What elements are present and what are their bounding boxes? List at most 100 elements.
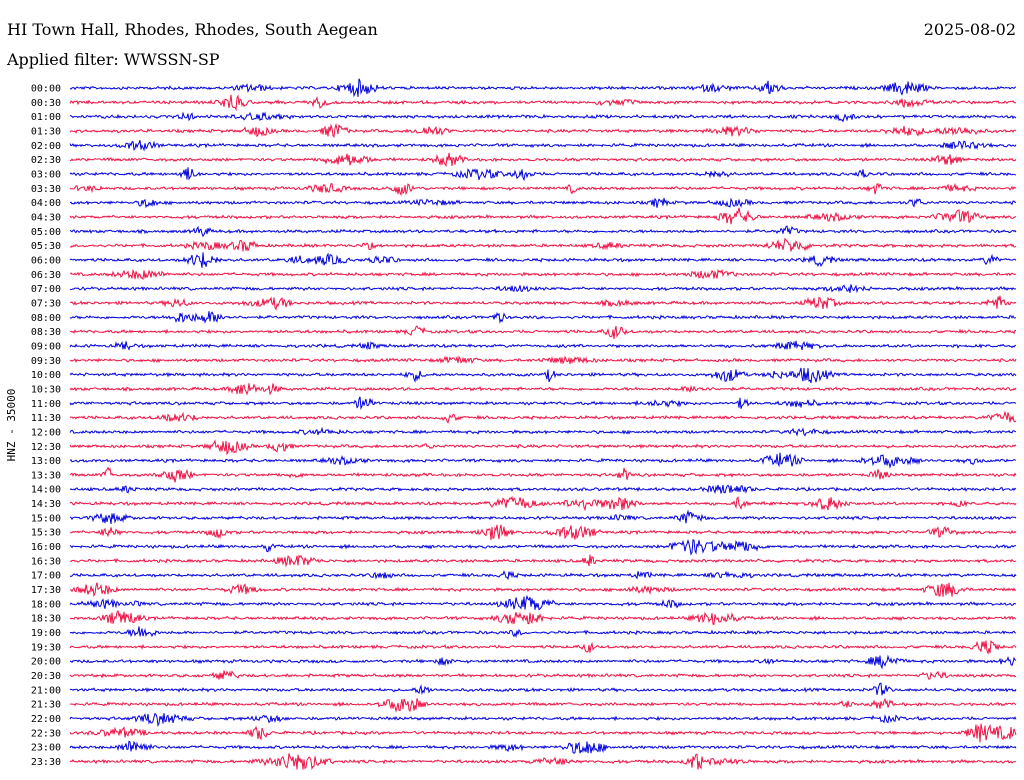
time-tick-label: 11:00 [31,399,61,410]
time-tick-label: 15:00 [31,513,61,524]
trace-line [69,670,1017,680]
trace-line [69,94,1017,112]
trace-line [69,325,1017,340]
trace-line [69,609,1017,625]
time-tick-label: 11:30 [31,413,61,424]
trace-line [69,252,1017,268]
trace-line [69,524,1017,540]
trace-line [69,225,1017,238]
time-tick-label: 18:00 [31,599,61,610]
time-tick-label: 07:30 [31,298,61,309]
trace-line [69,582,1017,598]
time-tick-label: 12:30 [31,442,61,453]
time-tick-label: 05:30 [31,241,61,252]
time-tick-label: 09:30 [31,356,61,367]
time-tick-label: 08:30 [31,327,61,338]
time-tick-label: 17:00 [31,571,61,582]
time-tick-label: 09:00 [31,341,61,352]
trace-line [69,570,1017,581]
time-tick-label: 16:30 [31,556,61,567]
time-tick-label: 06:30 [31,270,61,281]
trace-line [69,712,1017,728]
time-tick-label: 00:30 [31,98,61,109]
time-tick-label: 19:00 [31,628,61,639]
time-tick-label: 20:30 [31,671,61,682]
time-tick-label: 15:30 [31,528,61,539]
trace-line [69,466,1017,483]
trace-line [69,340,1017,351]
time-tick-label: 05:00 [31,227,61,238]
time-tick-label: 13:30 [31,470,61,481]
trace-line [69,78,1017,98]
time-tick-label: 08:00 [31,313,61,324]
time-tick-label: 10:30 [31,384,61,395]
trace-line [69,122,1017,139]
time-tick-label: 00:00 [31,84,61,95]
trace-line [69,311,1017,324]
time-tick-label: 03:00 [31,169,61,180]
time-tick-label: 04:00 [31,198,61,209]
time-tick-label: 17:30 [31,585,61,596]
trace-line [69,367,1017,384]
trace-line [69,484,1017,495]
trace-line [69,237,1017,252]
trace-line [69,396,1017,411]
trace-line [69,654,1017,670]
trace-line [69,182,1017,197]
time-tick-label: 20:00 [31,657,61,668]
trace-line [69,682,1017,696]
time-tick-label: 01:00 [31,112,61,123]
time-tick-label: 18:30 [31,614,61,625]
trace-line [69,439,1017,456]
trace-line [69,268,1017,281]
time-tick-label: 01:30 [31,126,61,137]
trace-line [69,111,1017,123]
trace-line [69,723,1017,743]
time-tick-label: 21:30 [31,700,61,711]
trace-line [69,284,1017,294]
time-tick-label: 14:00 [31,485,61,496]
time-tick-label: 22:30 [31,728,61,739]
trace-line [69,740,1017,754]
trace-line [69,167,1017,182]
filter-label: Applied filter: WWSSN-SP [7,50,220,69]
time-tick-label: 23:00 [31,743,61,754]
trace-line [69,509,1017,525]
trace-line [69,697,1017,713]
trace-rows: 00:00 00:30 01:00 01:30 02:00 02:30 03:00 03:30… [31,78,1017,771]
time-tick-label: 22:00 [31,714,61,725]
time-tick-label: 06:00 [31,255,61,266]
trace-line [69,495,1017,512]
time-tick-label: 19:30 [31,642,61,653]
trace-line [69,639,1017,655]
time-tick-label: 14:30 [31,499,61,510]
trace-line [69,410,1017,424]
time-tick-label: 10:00 [31,370,61,381]
time-tick-label: 02:30 [31,155,61,166]
trace-line [69,383,1017,396]
time-tick-label: 13:00 [31,456,61,467]
trace-line [69,753,1017,771]
trace-line [69,452,1017,469]
trace-line [69,626,1017,639]
trace-line [69,207,1017,225]
trace-line [69,152,1017,168]
y-axis-label: HNZ - 35000 [5,389,18,462]
trace-line [69,139,1017,152]
time-tick-label: 23:30 [31,757,61,768]
trace-line [69,538,1017,556]
trace-line [69,197,1017,209]
trace-line [69,594,1017,611]
station-title: HI Town Hall, Rhodes, Rhodes, South Aege… [7,20,378,39]
time-tick-label: 04:30 [31,212,61,223]
trace-line [69,554,1017,568]
time-tick-label: 21:00 [31,685,61,696]
date-label: 2025-08-02 [923,20,1016,39]
time-tick-label: 02:00 [31,141,61,152]
trace-line [69,426,1017,437]
trace-line [69,355,1017,365]
time-tick-label: 07:00 [31,284,61,295]
time-tick-label: 03:30 [31,184,61,195]
time-tick-label: 16:00 [31,542,61,553]
